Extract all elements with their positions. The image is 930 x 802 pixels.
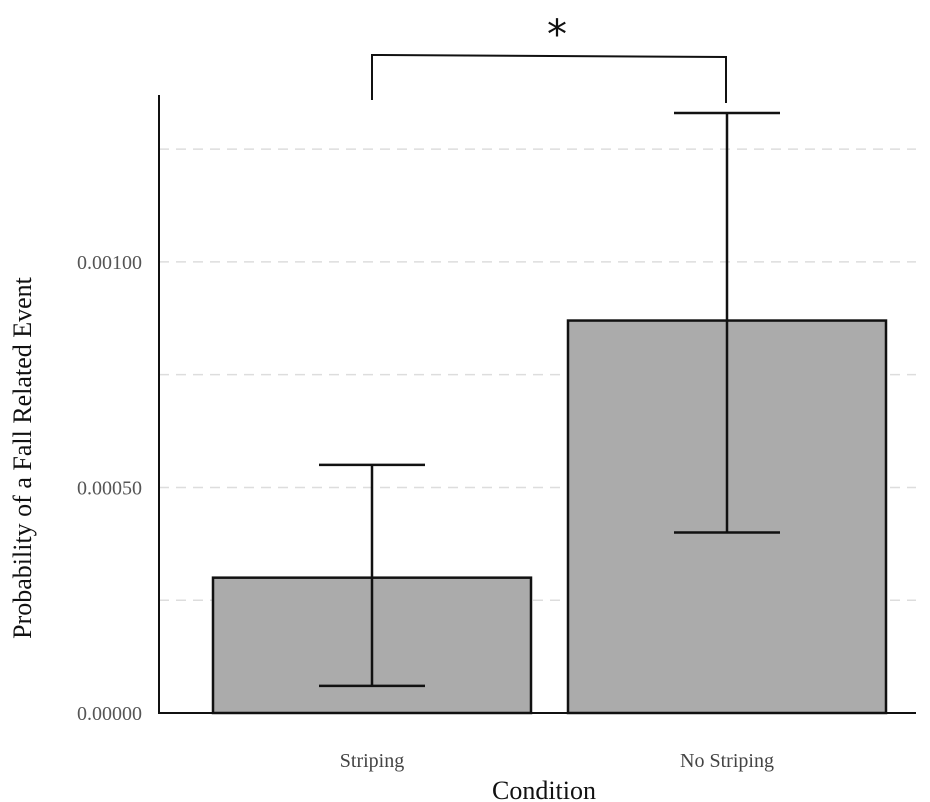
error-bars xyxy=(319,111,780,688)
error-bar-2 xyxy=(674,111,780,534)
error-bar-1 xyxy=(319,463,425,688)
y-tick-labels: 0.00000 0.00050 0.00100 xyxy=(77,252,142,725)
bars xyxy=(211,319,888,715)
significance-star: * xyxy=(547,12,567,58)
significance-bracket-line xyxy=(371,53,727,103)
y-axis-title: Probability of a Fall Related Event xyxy=(8,276,37,639)
significance-bracket: * xyxy=(371,12,727,103)
axes xyxy=(158,95,916,714)
x-axis-title: Condition xyxy=(492,776,596,802)
x-tick-labels: Striping No Striping xyxy=(340,750,774,772)
y-tick-label: 0.00000 xyxy=(77,703,142,725)
x-tick-label: Striping xyxy=(340,750,404,772)
y-tick-label: 0.00100 xyxy=(77,252,142,274)
y-tick-label: 0.00050 xyxy=(77,477,142,499)
x-tick-label: No Striping xyxy=(680,750,774,772)
